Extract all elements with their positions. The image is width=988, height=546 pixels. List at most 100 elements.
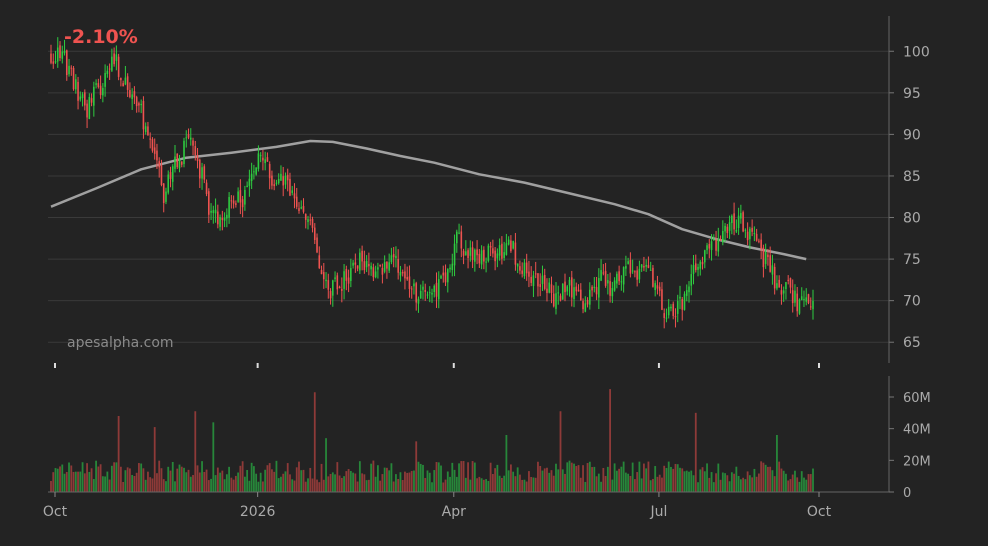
volume-bar (165, 481, 167, 492)
volume-bar (205, 469, 208, 492)
candle-body (442, 272, 445, 276)
candle-body (494, 250, 496, 262)
volume-bar (757, 473, 760, 492)
volume-bar (482, 479, 485, 492)
candle-body (751, 227, 753, 232)
candle-body (460, 231, 463, 249)
volume-bar (721, 472, 724, 492)
volume-bar (395, 474, 397, 492)
candle-body (302, 205, 305, 212)
candle-body (694, 263, 697, 271)
volume-bar (158, 460, 161, 492)
candle-body (771, 265, 774, 275)
volume-bar (61, 464, 64, 492)
candle-body (354, 262, 357, 265)
volume-bar (358, 461, 361, 492)
candle-body (613, 280, 616, 291)
volume-bar (68, 462, 70, 492)
volume-bar (167, 466, 170, 492)
candle-body (422, 286, 424, 290)
volume-bar (97, 466, 100, 492)
volume-bar (712, 482, 715, 492)
candle-body (50, 53, 52, 63)
volume-bar (600, 481, 602, 492)
volume-bar (609, 389, 612, 492)
candle-body (658, 286, 661, 291)
volume-bar (160, 468, 163, 492)
volume-bar (469, 479, 472, 492)
candle-body (627, 261, 629, 264)
candle-body (219, 217, 221, 227)
candle-body (812, 300, 814, 310)
candle-body (151, 139, 154, 151)
volume-bar (746, 471, 749, 492)
volume-bar (451, 462, 454, 492)
volume-bar (95, 460, 97, 492)
candle-body (501, 243, 503, 259)
candle-body (559, 295, 562, 301)
candle-body (370, 265, 372, 270)
candle-body (584, 303, 587, 312)
candle-body (419, 290, 422, 299)
candle-body (178, 158, 181, 169)
volume-bar (365, 480, 368, 492)
volume-bar (577, 465, 580, 492)
volume-bar (568, 460, 571, 492)
moving-average-layer (50, 139, 807, 261)
volume-bar (214, 475, 217, 492)
candle-body (345, 269, 348, 281)
volume-bar (426, 470, 429, 492)
candle-body (767, 254, 769, 258)
volume-bar (397, 479, 400, 492)
candle-body (798, 299, 801, 314)
candle-body (160, 165, 163, 185)
candle-body (679, 296, 681, 299)
volume-tick-label: 40M (903, 423, 931, 438)
candle-body (446, 269, 449, 283)
volume-bar (119, 466, 122, 492)
volume-bar (223, 479, 226, 492)
candle-body (113, 53, 115, 65)
volume-bar (708, 477, 711, 492)
candle-body (769, 255, 771, 272)
volume-bar (149, 477, 152, 492)
volume-bar (751, 477, 754, 492)
candle-body (433, 285, 436, 293)
volume-bar (724, 473, 726, 492)
candle-body (147, 126, 149, 136)
candle-body (153, 147, 156, 154)
candle-body (640, 264, 643, 268)
volume-bar (611, 479, 614, 492)
candle-body (794, 290, 796, 303)
volume-bar (178, 464, 181, 492)
volume-bar (559, 411, 562, 492)
candle-body (762, 247, 765, 268)
volume-bar (56, 468, 59, 492)
volume-bar (717, 463, 720, 492)
candle-body (115, 54, 118, 61)
volume-bar (487, 480, 490, 492)
volume-bar (361, 473, 364, 492)
candle-body (74, 79, 77, 90)
candle-body (214, 209, 217, 214)
candle-body (618, 271, 620, 282)
candle-body (138, 103, 140, 106)
candle-body (325, 279, 327, 282)
candle-body (534, 273, 537, 275)
candle-body (223, 217, 226, 221)
volume-bar (773, 476, 776, 492)
volume-bar (643, 463, 645, 492)
candle-body (492, 248, 494, 254)
volume-bar (207, 480, 210, 492)
candle-body (392, 254, 395, 258)
volume-bar (142, 468, 145, 492)
candle-body (262, 157, 264, 161)
candle-body (710, 241, 713, 251)
volume-bar (259, 472, 262, 492)
volume-bar (340, 477, 343, 492)
candle-body (458, 232, 460, 234)
candle-body (415, 283, 418, 303)
candle-body (514, 242, 517, 265)
candle-body (579, 289, 582, 301)
candle-body (307, 219, 309, 223)
